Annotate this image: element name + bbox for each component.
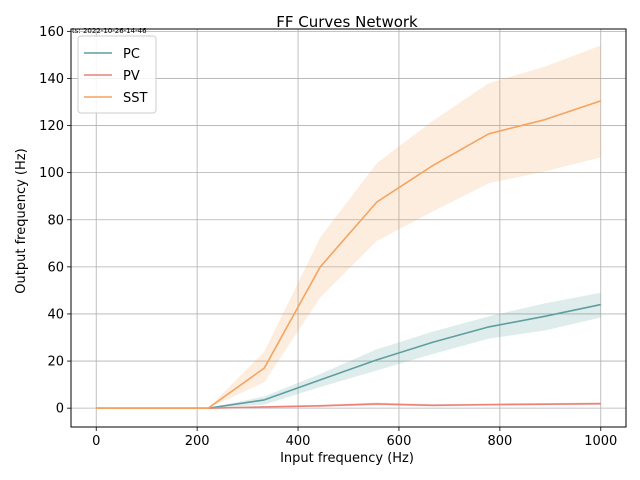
x-tick-label: 0 — [92, 434, 100, 449]
x-tick-label: 600 — [387, 434, 412, 449]
y-tick-label: 20 — [47, 355, 64, 370]
legend-label: PV — [123, 69, 140, 84]
series-lines — [96, 100, 602, 409]
y-axis-label: Output frequency (Hz) — [14, 148, 29, 293]
y-tick-label: 40 — [47, 307, 64, 322]
band-sst — [96, 45, 601, 409]
timestamp-label: ts: 2022-10-26-14-46 — [72, 27, 147, 35]
legend-label: SST — [123, 91, 148, 106]
line-sst — [96, 100, 602, 409]
chart-title: FF Curves Network — [276, 13, 418, 31]
y-tick-label: 100 — [39, 166, 64, 181]
x-tick-label: 200 — [185, 434, 210, 449]
grid — [71, 29, 626, 427]
y-tick-label: 0 — [56, 402, 64, 417]
legend-label: PC — [123, 47, 140, 62]
x-axis-label: Input frequency (Hz) — [280, 451, 414, 466]
x-tick-label: 800 — [487, 434, 512, 449]
y-tick-label: 80 — [47, 213, 64, 228]
y-tick-label: 160 — [39, 25, 64, 40]
band-pc — [96, 292, 601, 409]
y-tick-label: 120 — [39, 119, 64, 134]
legend: PC PV SST — [77, 35, 157, 114]
x-tick-label: 1000 — [584, 434, 617, 449]
y-tick-label: 140 — [39, 72, 64, 87]
y-tick-label: 60 — [47, 260, 64, 275]
y-axis-ticks: 0 20 40 60 80 100 120 140 160 — [39, 25, 71, 417]
legend-box — [77, 35, 157, 114]
plot-frame — [70, 28, 627, 428]
x-axis-ticks: 0 200 400 600 800 1000 — [92, 427, 617, 449]
x-tick-label: 400 — [286, 434, 311, 449]
